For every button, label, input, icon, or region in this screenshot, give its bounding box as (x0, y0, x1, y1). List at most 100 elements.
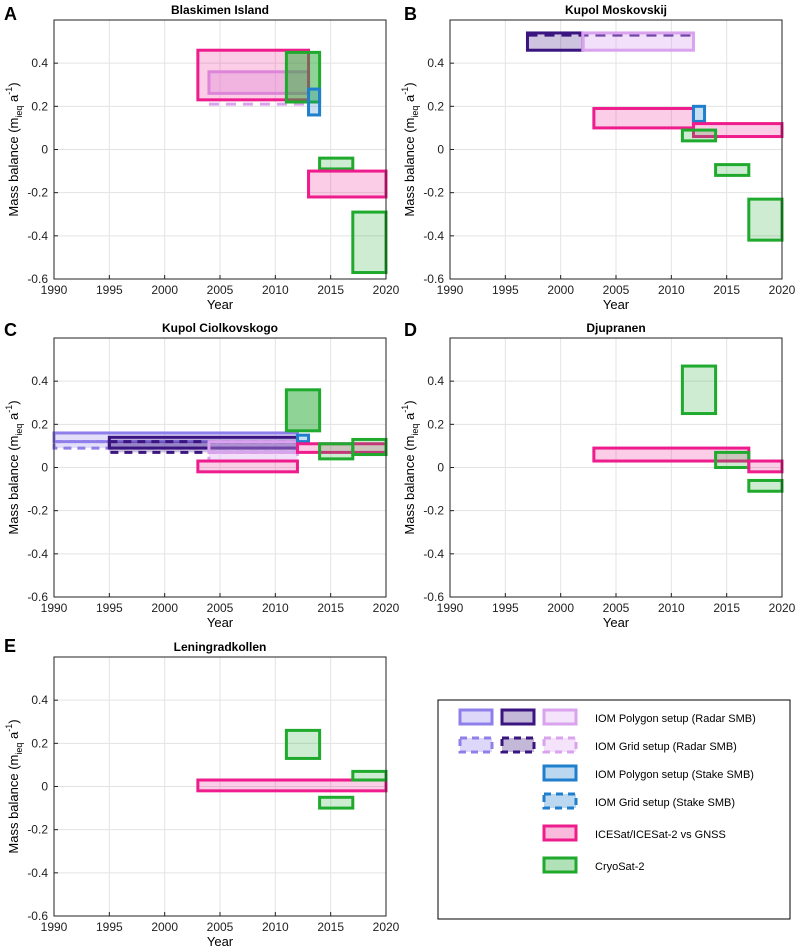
data-box-2 (714, 450, 751, 469)
plot-area-b: 1990 1995 2000 2005 2010 2015 2020 0.4 0.2 0 -0.2 -… (423, 19, 796, 297)
panel-d: D Djupranen 1990 1995 2000 2005 2010 2015 2020… (400, 320, 796, 630)
y-axis-label-text: Mass balance (mieq a-1) (400, 82, 420, 216)
legend-label-radar-polygon: IOM Polygon setup (Radar SMB) (595, 713, 756, 725)
data-box-7 (351, 210, 388, 275)
y-tick-label: -0.2 (27, 823, 48, 837)
data-box-3 (107, 440, 299, 454)
x-tick-label: 1995 (96, 601, 123, 615)
y-tick-label: 0 (41, 143, 48, 157)
x-tick-label: 2015 (713, 283, 740, 297)
x-tick-label: 2015 (317, 283, 344, 297)
panel-title-e: Leningradkollen (174, 640, 267, 654)
y-axis-label-text: Mass balance (mieq a-1) (4, 400, 24, 534)
x-axis-label-a: Year (207, 297, 234, 312)
x-tick-label: 2005 (603, 601, 630, 615)
x-tick-label: 2020 (769, 283, 796, 297)
y-tick-label: 0.2 (31, 417, 48, 431)
x-tick-label: 2020 (373, 601, 400, 615)
y-axis-label-text: Mass balance (mieq a-1) (400, 400, 420, 534)
y-tick-label: -0.6 (423, 590, 444, 604)
data-box-1 (196, 778, 388, 793)
x-tick-label: 2015 (713, 601, 740, 615)
y-tick-label: 0 (41, 780, 48, 794)
x-axis-label-e: Year (207, 934, 234, 949)
legend-swatch-cryosat (542, 856, 578, 874)
x-tick-label: 2000 (547, 283, 574, 297)
y-tick-label: -0.6 (27, 590, 48, 604)
panel-title-a: Blaskimen Island (171, 3, 269, 17)
x-axis-label-d: Year (603, 615, 630, 630)
x-tick-label: 2010 (658, 283, 685, 297)
x-tick-label: 1990 (41, 283, 68, 297)
data-box-7 (196, 459, 299, 474)
x-axis-label-c: Year (207, 615, 234, 630)
panel-a: A Blaskimen Island 1990 1995 2000 2005 2010 2… (4, 3, 400, 312)
legend-swatch-radar-grid-light (458, 736, 494, 754)
y-axis-label-a: Mass balance (mieq a-1) (4, 82, 24, 216)
x-tick-label: 2005 (207, 283, 234, 297)
data-box-6 (680, 128, 718, 143)
y-tick-label: -0.2 (27, 186, 48, 200)
legend-swatch-radar-polygon-dark (500, 708, 536, 726)
y-tick-label: -0.4 (27, 547, 48, 561)
panel-c: C Kupol Ciolkovskogo 1990 1995 2000 2005 201… (4, 320, 400, 630)
x-axis-label-b: Year (603, 297, 630, 312)
y-tick-label: 0.2 (427, 417, 444, 431)
x-tick-label: 1990 (437, 601, 464, 615)
legend-swatch-radar-grid-pale (542, 736, 578, 754)
data-box-11 (351, 437, 388, 457)
legend-swatches (458, 708, 578, 874)
data-box-2 (581, 31, 695, 52)
data-box-10 (318, 442, 355, 461)
panel-letter-a: A (4, 4, 17, 24)
y-tick-label: 0.4 (31, 56, 48, 70)
x-tick-label: 2010 (262, 920, 289, 934)
x-tick-label: 2010 (658, 601, 685, 615)
data-box-3 (592, 106, 695, 130)
data-box-8 (747, 197, 784, 242)
y-tick-label: 0.2 (31, 736, 48, 750)
plot-area-e: 1990 1995 2000 2005 2010 2015 2020 0.4 0.2 0 -0.2 -… (27, 656, 400, 934)
y-axis-label-text: Mass balance (mieq a-1) (4, 719, 24, 853)
x-tick-label: 1995 (492, 283, 519, 297)
data-box-3 (284, 50, 322, 104)
plot-area-a: 1990 1995 2000 2005 2010 2015 2020 0.4 0.2 0 -0.2 -… (27, 19, 400, 297)
panel-e: E Leningradkollen 1990 1995 2000 2005 2010 20… (4, 636, 400, 949)
x-tick-label: 2005 (207, 920, 234, 934)
data-box-6 (307, 169, 388, 199)
legend-label-cryosat: CryoSat-2 (595, 861, 645, 873)
panel-letter-e: E (4, 636, 16, 656)
legend-box (437, 699, 791, 920)
data-box-6 (295, 433, 311, 444)
x-tick-label: 2000 (151, 283, 178, 297)
y-axis-label-c: Mass balance (mieq a-1) (4, 400, 24, 534)
y-tick-label: -0.4 (423, 229, 444, 243)
x-tick-label: 2015 (317, 601, 344, 615)
y-tick-label: -0.2 (27, 504, 48, 518)
legend-swatch-radar-polygon-pale (542, 708, 578, 726)
legend-swatch-radar-grid-dark (500, 736, 536, 754)
legend-swatch-stake-grid (542, 792, 578, 810)
y-tick-label: -0.2 (423, 504, 444, 518)
y-tick-label: 0.4 (427, 374, 444, 388)
x-tick-label: 2010 (262, 601, 289, 615)
legend: IOM Polygon setup (Radar SMB) IOM Grid s… (437, 699, 791, 920)
legend-label-stake-grid: IOM Grid setup (Stake SMB) (595, 797, 735, 809)
y-tick-label: -0.6 (27, 909, 48, 923)
y-tick-label: 0 (437, 143, 444, 157)
panel-letter-c: C (4, 320, 17, 340)
panel-letter-d: D (404, 320, 417, 340)
data-box-4 (307, 87, 322, 117)
x-tick-label: 2020 (373, 920, 400, 934)
y-tick-label: -0.4 (27, 866, 48, 880)
y-tick-label: -0.2 (423, 186, 444, 200)
y-tick-label: -0.6 (423, 272, 444, 286)
legend-label-radar-grid: IOM Grid setup (Radar SMB) (595, 741, 737, 753)
data-box-3 (318, 795, 355, 810)
x-tick-label: 1990 (41, 920, 68, 934)
x-tick-label: 2005 (603, 283, 630, 297)
x-tick-label: 1990 (41, 601, 68, 615)
data-box-3 (747, 459, 784, 474)
data-box-0 (680, 364, 718, 416)
